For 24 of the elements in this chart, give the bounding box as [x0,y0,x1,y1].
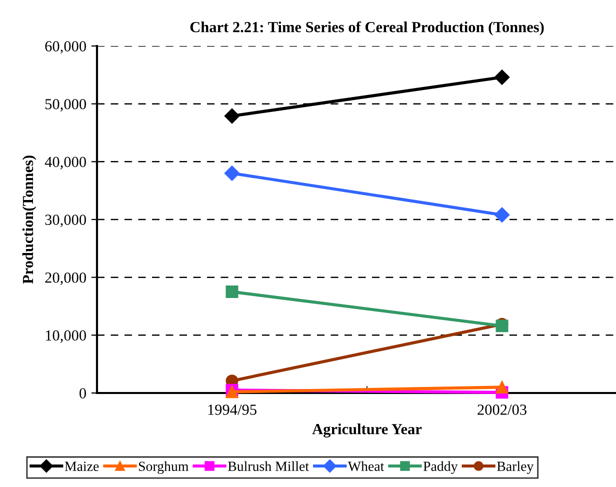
y-tick-label: 0 [80,388,86,398]
point [226,286,238,298]
point [494,207,510,222]
x-tick-label: 2002/03 [478,404,526,415]
legend-label: Maize [64,462,99,472]
point [496,380,508,394]
y-axis-title: Production(Tonnes) [22,156,36,284]
legend-label: Wheat [348,461,384,472]
legend-label: Paddy [423,461,458,474]
x-tick-label: 1994/95 [208,404,256,415]
y-tick-label: 50,000 [45,98,86,112]
point [224,108,240,124]
point [224,166,240,181]
y-tick-label: 60,000 [45,41,86,54]
legend-label: Bulrush Millet [228,461,309,472]
y-tick-label: 30,000 [45,214,86,228]
y-tick-label: 20,000 [45,272,86,285]
x-axis-title: Agriculture Year [312,424,422,438]
chart-title: Chart 2.21: Time Series of Cereal Production (Tonnes) [190,21,544,36]
y-tick-label: 40,000 [44,156,86,170]
legend-label: Barley [497,461,534,474]
y-tick-label: 10,000 [46,330,86,343]
point [494,70,510,85]
legend-label: Sorghum [138,461,189,474]
